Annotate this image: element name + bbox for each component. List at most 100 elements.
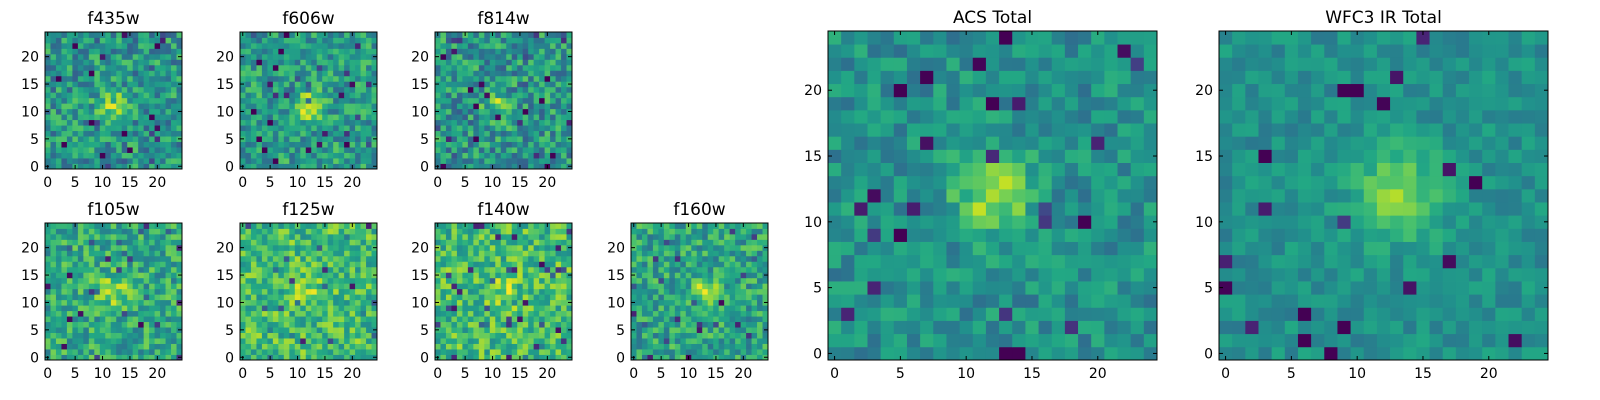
- heatmap-cell: [305, 75, 312, 82]
- heatmap-cell: [55, 64, 62, 71]
- heatmap-cell: [311, 294, 318, 301]
- heatmap-cell: [267, 316, 274, 323]
- heatmap-cell: [355, 277, 361, 284]
- heatmap-cell: [445, 233, 452, 240]
- heatmap-cell: [327, 37, 334, 44]
- heatmap-cell: [489, 59, 496, 66]
- heatmap-cell: [880, 162, 895, 177]
- heatmap-cell: [641, 233, 648, 240]
- heatmap-cell: [517, 152, 524, 159]
- heatmap-cell: [933, 175, 947, 190]
- heatmap-cell: [311, 53, 318, 60]
- heatmap-cell: [658, 299, 665, 306]
- heatmap-cell: [451, 250, 458, 257]
- heatmap-cell: [261, 294, 268, 301]
- heatmap-cell: [305, 92, 312, 99]
- heatmap-cell: [256, 244, 263, 251]
- heatmap-cell: [250, 32, 257, 38]
- heatmap-cell: [338, 125, 345, 132]
- heatmap-cell: [267, 64, 274, 71]
- heatmap-cell: [435, 266, 441, 273]
- heatmap-cell: [55, 163, 62, 170]
- heatmap-cell: [539, 332, 545, 339]
- heatmap-cell: [105, 233, 112, 240]
- heatmap-cell: [355, 244, 361, 251]
- heatmap-cell: [555, 343, 562, 350]
- y-tick-label: 10: [21, 295, 39, 311]
- heatmap-cell: [289, 266, 296, 273]
- heatmap-cell: [456, 75, 463, 82]
- heatmap-cell: [121, 310, 128, 317]
- heatmap-cell: [327, 70, 334, 77]
- heatmap-cell: [250, 75, 257, 82]
- heatmap-cell: [149, 299, 155, 306]
- heatmap-cell: [294, 250, 301, 257]
- heatmap-cell: [669, 277, 676, 284]
- heatmap-cell: [138, 250, 145, 257]
- heatmap-cell: [305, 283, 312, 290]
- heatmap-cell: [371, 321, 378, 328]
- heatmap-cell: [946, 281, 960, 295]
- heatmap-cell: [105, 147, 112, 153]
- heatmap-cell: [724, 239, 731, 246]
- heatmap-cell: [371, 283, 378, 290]
- heatmap-cell: [893, 333, 908, 348]
- heatmap-cell: [360, 338, 367, 344]
- heatmap-cell: [641, 261, 648, 268]
- heatmap-cell: [751, 354, 758, 361]
- heatmap-cell: [160, 294, 166, 301]
- heatmap-cell: [278, 283, 285, 290]
- heatmap-cell: [245, 97, 252, 104]
- heatmap-cell: [77, 108, 84, 115]
- heatmap-cell: [440, 228, 447, 235]
- heatmap-cell: [149, 70, 155, 77]
- heatmap-cell: [311, 136, 318, 142]
- heatmap-cell: [305, 64, 312, 71]
- heatmap-cell: [300, 283, 307, 290]
- heatmap-cell: [77, 125, 84, 132]
- heatmap-cell: [149, 233, 155, 240]
- heatmap-cell: [522, 81, 529, 88]
- heatmap-cell: [289, 64, 296, 71]
- heatmap-cell: [456, 158, 463, 164]
- heatmap-cell: [283, 64, 290, 71]
- heatmap-cell: [561, 354, 567, 361]
- heatmap-cell: [344, 92, 350, 99]
- heatmap-cell: [735, 228, 741, 235]
- heatmap-cell: [250, 152, 257, 159]
- heatmap-cell: [959, 228, 974, 242]
- heatmap-cell: [45, 147, 51, 153]
- heatmap-cell: [517, 119, 524, 126]
- heatmap-cell: [555, 136, 562, 142]
- heatmap-cell: [473, 277, 480, 284]
- heatmap-cell: [83, 272, 90, 279]
- heatmap-cell: [366, 114, 372, 121]
- heatmap-cell: [300, 119, 307, 126]
- heatmap-cell: [462, 283, 469, 290]
- heatmap-cell: [550, 244, 556, 251]
- heatmap-cell: [83, 59, 90, 66]
- heatmap-cell: [278, 349, 285, 355]
- heatmap-cell: [893, 228, 908, 242]
- heatmap-cell: [533, 86, 540, 93]
- heatmap-cell: [154, 75, 161, 82]
- heatmap-cell: [528, 327, 535, 333]
- heatmap-cell: [116, 305, 123, 312]
- heatmap-cell: [757, 299, 763, 306]
- heatmap-cell: [305, 147, 312, 153]
- heatmap-cell: [959, 162, 974, 177]
- heatmap-cell: [435, 114, 441, 121]
- heatmap-cell: [165, 294, 172, 301]
- heatmap-cell: [462, 294, 469, 301]
- heatmap-cell: [143, 343, 150, 350]
- heatmap-cell: [680, 349, 687, 355]
- heatmap-cell: [522, 310, 529, 317]
- heatmap-cell: [283, 332, 290, 339]
- heatmap-cell: [289, 250, 296, 257]
- heatmap-cell: [445, 250, 452, 257]
- heatmap-cell: [50, 158, 57, 164]
- heatmap-cell: [272, 92, 279, 99]
- heatmap-cell: [127, 321, 134, 328]
- heatmap-cell: [289, 349, 296, 355]
- heatmap-cell: [1104, 333, 1118, 348]
